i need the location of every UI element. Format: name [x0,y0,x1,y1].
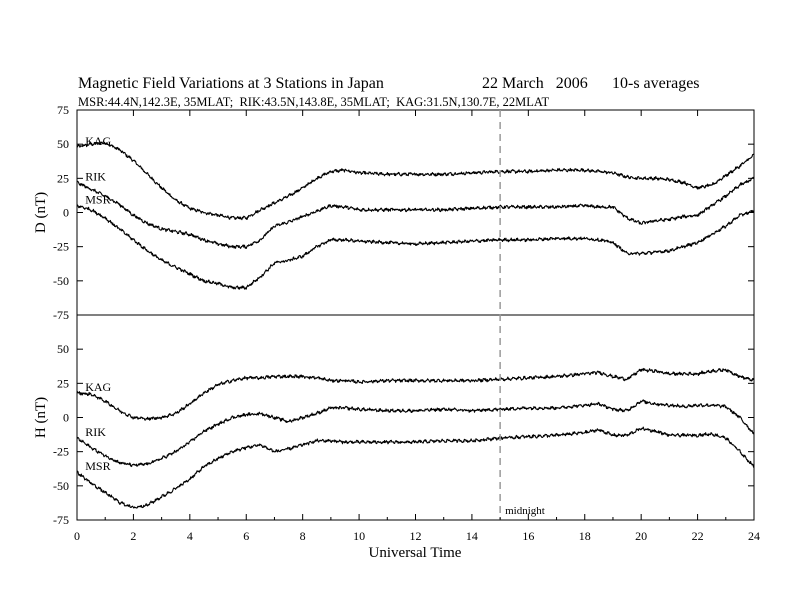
xtick-label: 0 [74,529,80,543]
midnight-label: midnight [505,505,545,517]
chart-subtitle: MSR:44.4N,142.3E, 35MLAT; RIK:43.5N,143.… [78,95,550,109]
d-ytick-label: 75 [57,103,69,117]
xtick-label: 20 [635,529,647,543]
h-ytick-label: -50 [53,479,69,493]
h-series-kag [76,367,755,421]
d-series-label-rik: RIK [85,169,106,183]
xtick-label: 22 [692,529,704,543]
d-ytick-label: 50 [57,137,69,151]
xtick-label: 12 [410,529,422,543]
h-ytick-label: -25 [53,445,69,459]
d-series-kag [76,141,755,221]
h-series-label-kag: KAG [85,380,111,394]
h-ytick-label: 0 [63,411,69,425]
d-panel-frame [76,109,755,316]
h-component-panel: 50 25 0 -25 -50 -75 H (nT) KAG RIK MSR [33,314,755,527]
h-series-label-rik: RIK [85,425,106,439]
xtick-label: 16 [522,529,534,543]
d-component-panel: 75 50 25 0 -25 -50 -75 D (nT) KAG RIK MSR [33,103,755,322]
h-ylabel: H (nT) [33,397,49,438]
d-series-label-msr: MSR [85,193,110,207]
h-ytick-label: -75 [53,513,69,527]
d-ylabel: D (nT) [33,192,49,233]
xtick-label: 8 [300,529,306,543]
chart-averaging: 10-s averages [612,75,700,92]
d-series-msr [76,204,755,290]
h-ytick-label: 50 [57,342,69,356]
chart-date: 22 March 2006 [482,75,588,92]
chart-title: Magnetic Field Variations at 3 Stations … [78,75,384,92]
h-panel-frame [76,314,755,521]
d-series-label-kag: KAG [85,134,111,148]
h-series-msr [76,426,755,509]
xtick-label: 10 [353,529,365,543]
xtick-label: 4 [187,529,193,543]
xtick-label: 18 [579,529,591,543]
xtick-label: 24 [748,529,760,543]
h-series-label-msr: MSR [85,459,110,473]
x-axis-label: Universal Time [369,545,462,561]
x-axis-ticks: 0 2 4 6 8 10 12 14 16 18 20 22 24 [74,110,760,543]
xtick-label: 14 [466,529,478,543]
d-ytick-label: -75 [53,308,69,322]
d-ytick-label: 0 [63,206,69,220]
d-ytick-label: -25 [53,240,69,254]
xtick-label: 2 [130,529,136,543]
xtick-label: 6 [243,529,249,543]
d-series-rik [76,176,755,250]
h-series-rik [76,399,755,468]
h-ytick-label: 25 [57,376,69,390]
d-ytick-label: -50 [53,274,69,288]
d-ytick-label: 25 [57,171,69,185]
